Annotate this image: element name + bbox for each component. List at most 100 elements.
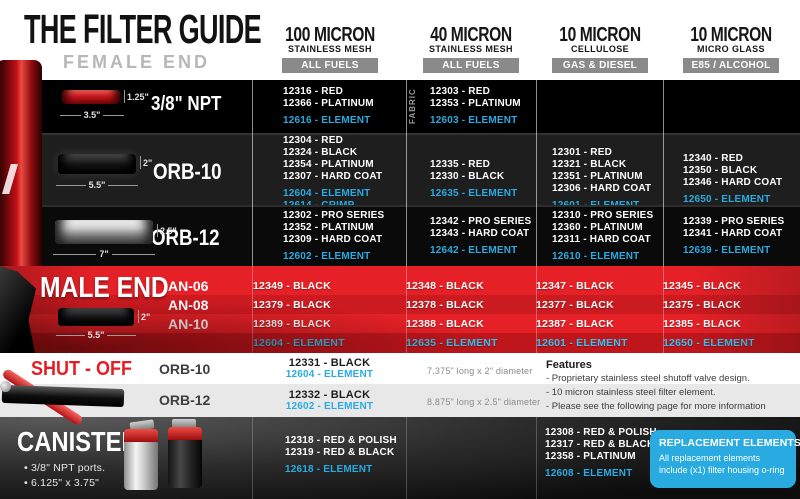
column-divider xyxy=(663,80,664,266)
features-list: - Proprietary stainless steel shutoff va… xyxy=(546,373,766,412)
row-label: ORB-10 xyxy=(159,361,211,377)
black-filter-image xyxy=(58,154,136,174)
parts-cell: 12302 - PRO SERIES 12352 - PLATINUM 1230… xyxy=(253,207,406,266)
parts-cell: 12303 - RED 12353 - PLATINUM 12603 - ELE… xyxy=(406,80,536,133)
part-numbers: 12303 - RED 12353 - PLATINUM xyxy=(430,86,521,109)
red-cap xyxy=(124,429,158,442)
canister-photos xyxy=(118,419,218,497)
mounting-bracket xyxy=(172,419,196,428)
part-number: 12378 - BLACK xyxy=(406,298,484,311)
element-numbers: 12616 - ELEMENT xyxy=(283,115,371,126)
callout-title: REPLACEMENT ELEMENTS xyxy=(659,437,800,449)
column-title: 40 MICRON xyxy=(430,24,512,46)
part-numbers: 12342 - PRO SERIES 12343 - HARD COAT xyxy=(430,216,532,239)
parts-cell-empty xyxy=(663,80,800,133)
table-row-orb12: ORB-12 2.5" 7" 12302 - PRO SERIES 12352 … xyxy=(0,205,800,266)
column-subtitle: STAINLESS MESH xyxy=(429,44,513,54)
column-divider xyxy=(406,80,407,266)
canister-specs: • 3/8" NPT ports. • 6.125" x 3.75" xyxy=(24,462,106,489)
parts-cell: 12331 - BLACK 12604 - ELEMENT xyxy=(253,357,406,380)
table-row-orb10: ORB-10 2" 5.5" 12304 - RED 12324 - BLACK… xyxy=(0,133,800,223)
column-divider xyxy=(536,266,537,353)
part-numbers: 12301 - RED 12321 - BLACK 12351 - PLATIN… xyxy=(552,147,652,194)
features-title: Features xyxy=(546,359,592,371)
column-divider xyxy=(252,266,253,353)
part-number: 12349 - BLACK xyxy=(253,279,331,292)
part-numbers: 12302 - PRO SERIES 12352 - PLATINUM 1230… xyxy=(283,210,385,245)
fuel-badge: E85 / ALCOHOL xyxy=(683,58,779,73)
element-numbers: 12639 - ELEMENT xyxy=(683,245,771,256)
part-numbers: 12339 - PRO SERIES 12341 - HARD COAT xyxy=(683,216,785,239)
valve-body xyxy=(1,384,125,408)
column-divider xyxy=(406,417,407,499)
parts-cell: 12308 - RED & POLISH 12317 - RED & BLACK… xyxy=(545,427,657,480)
shut-off-section-label: SHUT - OFF xyxy=(31,358,132,380)
column-header-100-micron: 100 MICRON STAINLESS MESH ALL FUELS xyxy=(254,24,406,73)
column-header-40-micron: 40 MICRON STAINLESS MESH ALL FUELS xyxy=(395,24,547,73)
element-number: 12602 - ELEMENT xyxy=(285,401,374,412)
part-number: 12389 - BLACK xyxy=(253,317,331,330)
length-dimension: 5.5" xyxy=(56,330,136,340)
diameter-dimension: 2" xyxy=(140,156,152,169)
parts-cell: 12339 - PRO SERIES 12341 - HARD COAT 126… xyxy=(663,207,800,266)
part-numbers: 12340 - RED 12350 - BLACK 12346 - HARD C… xyxy=(683,153,783,188)
part-number: 12377 - BLACK xyxy=(536,298,614,311)
size-note: 7.375" long x 2" diameter xyxy=(427,366,533,376)
parts-cell: 12310 - PRO SERIES 12360 - PLATINUM 1231… xyxy=(536,207,663,266)
column-divider xyxy=(406,266,407,353)
part-number: 12388 - BLACK xyxy=(406,317,484,330)
column-divider xyxy=(252,417,253,499)
diameter-dimension: 1.25" xyxy=(124,90,149,103)
part-numbers: 12308 - RED & POLISH 12317 - RED & BLACK… xyxy=(545,427,657,462)
element-numbers: 12635 - ELEMENT xyxy=(430,188,518,199)
parts-cell: 12332 - BLACK 12602 - ELEMENT xyxy=(253,389,406,412)
part-numbers: 12316 - RED 12366 - PLATINUM xyxy=(283,86,374,109)
row-cells: 12302 - PRO SERIES 12352 - PLATINUM 1230… xyxy=(253,207,800,266)
callout-body: All replacement elements include (x1) fi… xyxy=(659,453,785,475)
parts-cell: 12335 - RED 12330 - BLACK 12635 - ELEMEN… xyxy=(406,135,536,224)
column-divider xyxy=(252,80,253,266)
element-numbers: 12618 - ELEMENT xyxy=(285,464,373,475)
element-number: 12604 - ELEMENT xyxy=(285,369,374,380)
column-header-10-micron-cellulose: 10 MICRON CELLULOSE GAS & DIESEL xyxy=(524,24,676,73)
parts-cell: 12316 - RED 12366 - PLATINUM 12616 - ELE… xyxy=(253,80,406,133)
part-numbers: 12318 - RED & POLISH 12319 - RED & BLACK xyxy=(285,435,397,458)
fuel-badge: ALL FUELS xyxy=(423,58,519,73)
black-canister-image xyxy=(168,440,202,488)
part-numbers: 12335 - RED 12330 - BLACK xyxy=(430,159,505,182)
size-note: 8.875" long x 2.5" diameter xyxy=(427,397,541,407)
column-title: 10 MICRON xyxy=(690,24,772,46)
part-number: 12348 - BLACK xyxy=(406,279,484,292)
column-title: 10 MICRON xyxy=(559,24,641,46)
page-title: THE FILTER GUIDE xyxy=(24,6,262,52)
element-numbers: 12610 - ELEMENT xyxy=(552,251,640,262)
row-label: ORB-12 xyxy=(159,392,211,408)
element-number: 12635 - ELEMENT xyxy=(406,337,498,349)
element-number: 12604 - ELEMENT xyxy=(253,337,345,349)
column-subtitle: MICRO GLASS xyxy=(697,44,765,54)
part-number: 12379 - BLACK xyxy=(253,298,331,311)
element-number: 12601 - ELEMENT xyxy=(536,337,628,349)
element-numbers: 12602 - ELEMENT xyxy=(283,251,371,262)
fabric-note: FABRIC xyxy=(408,88,417,124)
female-end-table: 3/8" NPT 1.25" 3.5" 12316 - RED 12366 - … xyxy=(0,60,800,266)
row-label: 3/8" NPT xyxy=(151,93,222,115)
parts-cell: 12340 - RED 12350 - BLACK 12346 - HARD C… xyxy=(663,135,800,224)
shut-off-section: SHUT - OFF ORB-10 ORB-12 12331 - BLACK 1… xyxy=(0,353,800,427)
length-dimension: 7" xyxy=(53,249,155,259)
parts-cell: 12342 - PRO SERIES 12343 - HARD COAT 126… xyxy=(406,207,536,266)
length-dimension: 5.5" xyxy=(56,180,138,190)
female-end-section-label: FEMALE END xyxy=(63,52,210,72)
part-numbers: 12304 - RED 12324 - BLACK 12354 - PLATIN… xyxy=(283,135,383,182)
part-number: 12332 - BLACK xyxy=(288,389,371,401)
column-subtitle: STAINLESS MESH xyxy=(288,44,372,54)
red-cap xyxy=(168,427,202,440)
male-end-section-label: MALE END xyxy=(40,272,169,304)
element-numbers: 12608 - ELEMENT xyxy=(545,468,633,479)
platinum-filter-image xyxy=(55,220,153,244)
diameter-dimension: 2" xyxy=(138,310,150,323)
element-number: 12650 - ELEMENT xyxy=(663,337,755,349)
column-header-10-micron-micro-glass: 10 MICRON MICRO GLASS E85 / ALCOHOL xyxy=(655,24,800,73)
canister-section: CANISTER • 3/8" NPT ports. • 6.125" x 3.… xyxy=(0,417,800,499)
table-row-npt: 3/8" NPT 1.25" 3.5" 12316 - RED 12366 - … xyxy=(0,80,800,133)
